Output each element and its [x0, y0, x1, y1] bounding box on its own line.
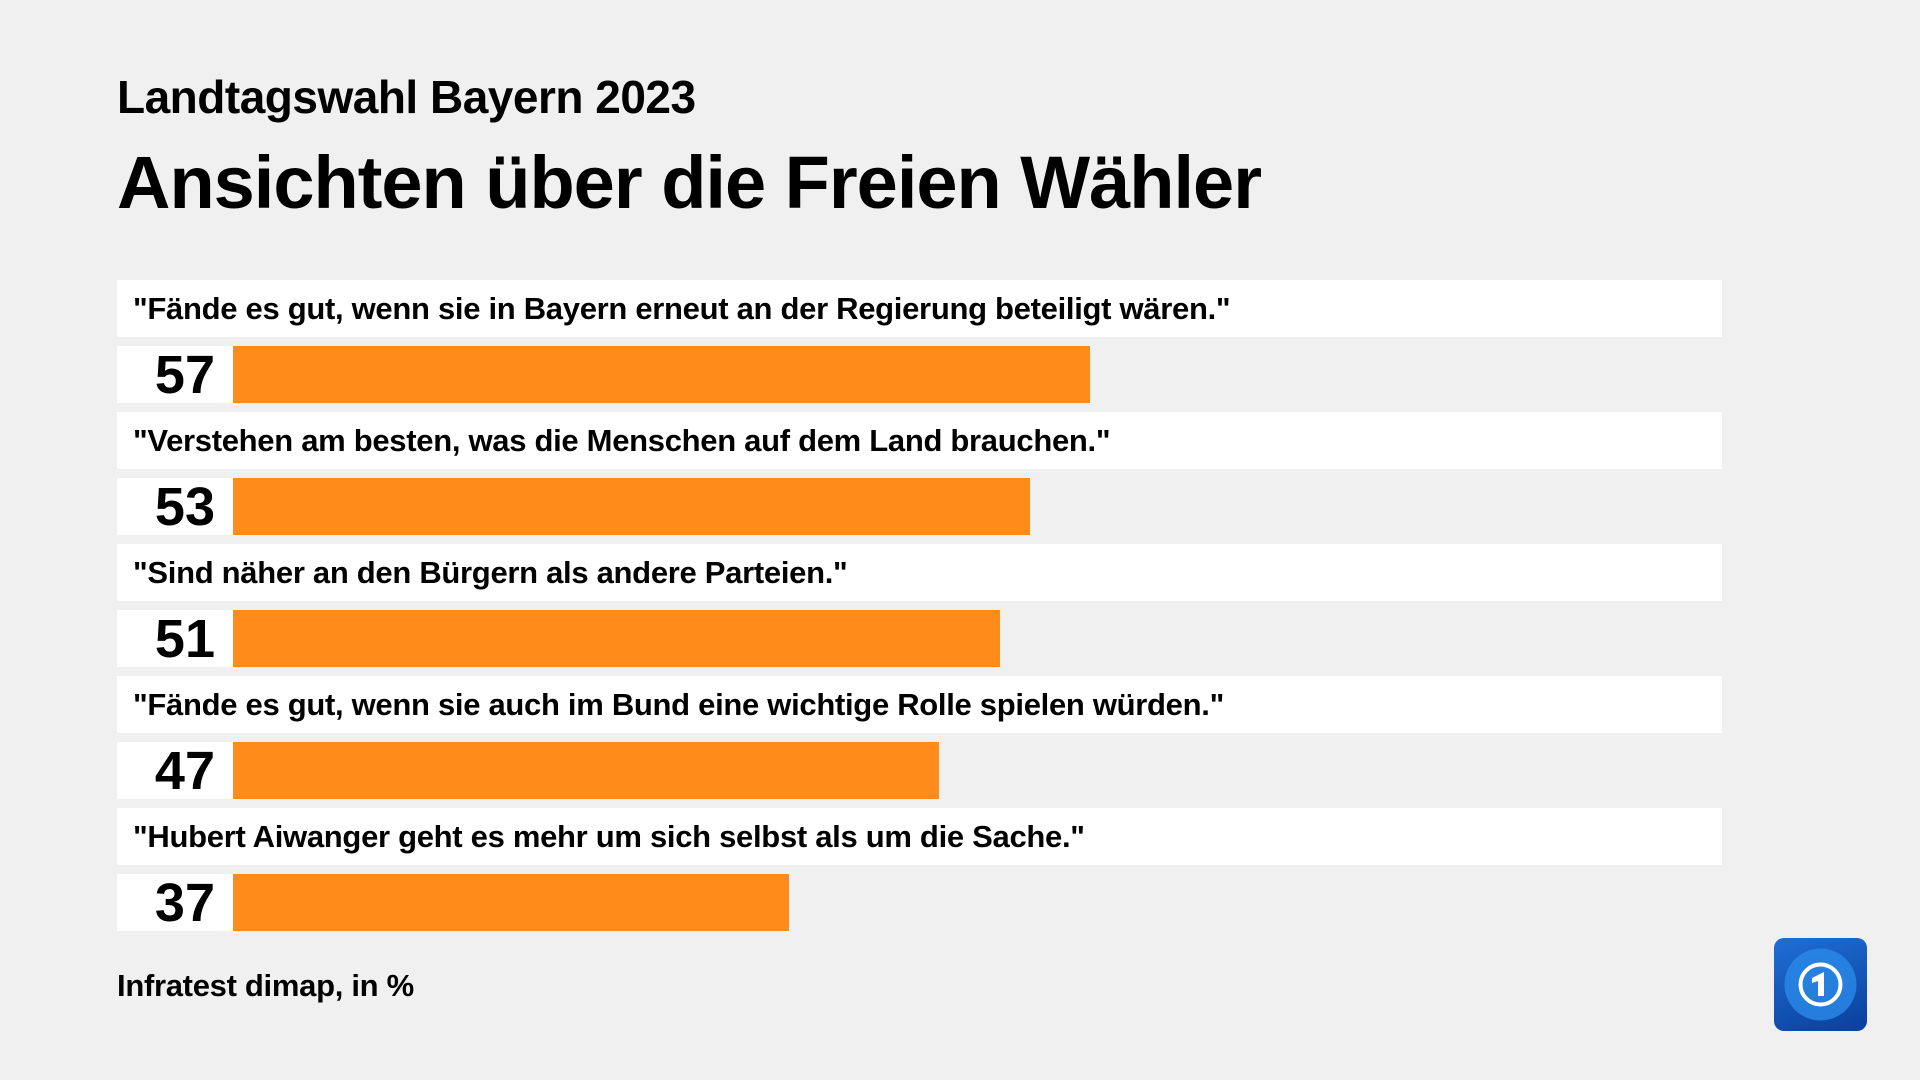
category-label: "Fände es gut, wenn sie in Bayern erneut… — [117, 280, 1722, 337]
bar-item: "Hubert Aiwanger geht es mehr um sich se… — [117, 808, 1722, 932]
data-label: 47 — [117, 742, 233, 800]
data-label: 37 — [117, 874, 233, 932]
bar-row: 53 — [117, 478, 1722, 536]
bar-item: "Fände es gut, wenn sie auch im Bund ein… — [117, 676, 1722, 800]
bar — [233, 874, 790, 931]
bar-item: "Verstehen am besten, was die Menschen a… — [117, 412, 1722, 536]
data-label: 53 — [117, 478, 233, 536]
bar — [233, 742, 940, 799]
data-label: 57 — [117, 346, 233, 404]
bar-row: 57 — [117, 346, 1722, 404]
chart-subtitle: Landtagswahl Bayern 2023 — [117, 71, 696, 123]
bar — [233, 610, 1000, 667]
bar-row: 51 — [117, 610, 1722, 668]
category-label: "Sind näher an den Bürgern als andere Pa… — [117, 544, 1722, 601]
bar-row: 47 — [117, 742, 1722, 800]
category-label: "Hubert Aiwanger geht es mehr um sich se… — [117, 808, 1722, 865]
chart-title: Ansichten über die Freien Wähler — [117, 141, 1262, 224]
category-label: "Verstehen am besten, was die Menschen a… — [117, 412, 1722, 469]
bar — [233, 346, 1090, 403]
bar-row: 37 — [117, 874, 1722, 932]
bar — [233, 478, 1030, 535]
bar-item: "Fände es gut, wenn sie in Bayern erneut… — [117, 280, 1722, 404]
data-label: 51 — [117, 610, 233, 668]
bar-item: "Sind näher an den Bürgern als andere Pa… — [117, 544, 1722, 668]
tagesschau-logo — [1774, 938, 1867, 1031]
category-label: "Fände es gut, wenn sie auch im Bund ein… — [117, 676, 1722, 733]
source-note: Infratest dimap, in % — [117, 968, 414, 1003]
